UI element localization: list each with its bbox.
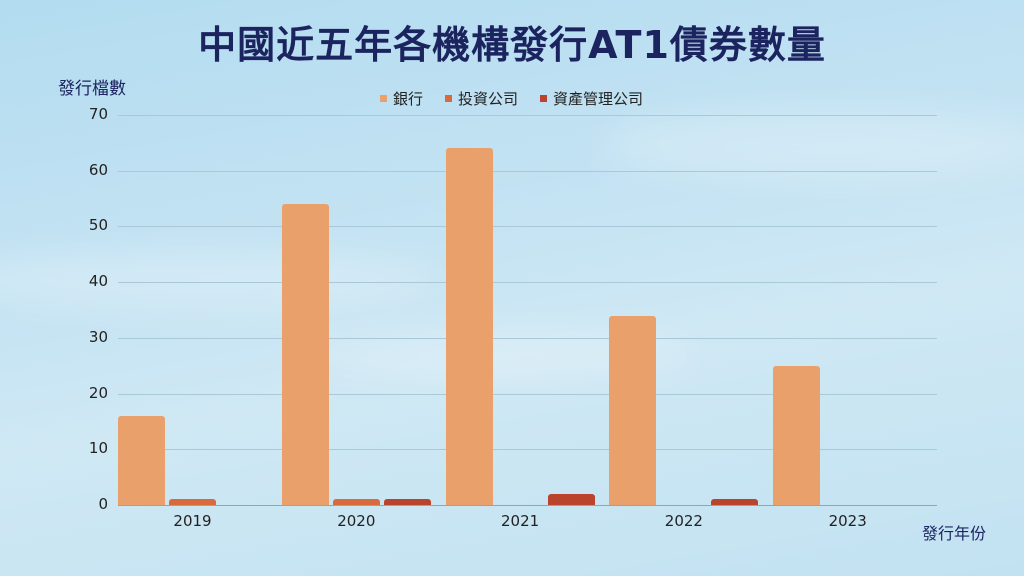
legend-label: 投資公司: [458, 90, 519, 108]
legend-item-bank: 銀行: [380, 88, 423, 109]
legend-label: 銀行: [393, 90, 424, 108]
legend-item-asset-mgmt: 資產管理公司: [540, 88, 643, 109]
legend-label: 資產管理公司: [553, 90, 644, 108]
y-tick-label: 30: [88, 327, 108, 346]
bar: [445, 148, 493, 505]
y-tick-label: 50: [88, 216, 108, 235]
x-tick-label: 2021: [501, 512, 540, 530]
legend: 銀行 投資公司 資產管理公司: [380, 88, 643, 109]
gridline: [118, 170, 937, 172]
x-tick-label: 2020: [337, 512, 376, 530]
bar: [281, 204, 329, 505]
gridline: [118, 449, 937, 451]
bar: [547, 493, 595, 505]
y-axis-label: 發行檔數: [58, 79, 126, 99]
x-tick-label: 2019: [173, 512, 212, 530]
bar: [169, 499, 216, 505]
gridline: [118, 226, 937, 228]
gridline: [118, 282, 937, 284]
bar: [332, 499, 380, 505]
y-tick-label: 40: [88, 272, 108, 291]
bar: [383, 499, 431, 505]
x-tick-label: 2022: [664, 512, 703, 530]
y-tick-label: 10: [88, 439, 108, 458]
gridline: [118, 337, 937, 339]
legend-item-investment: 投資公司: [445, 88, 518, 109]
bar: [711, 499, 759, 505]
y-tick-label: 70: [88, 105, 108, 123]
x-axis-label: 發行年份: [922, 524, 987, 543]
bar: [609, 315, 657, 505]
y-tick-label: 0: [98, 495, 108, 513]
bar: [773, 365, 821, 505]
y-tick-label: 60: [88, 160, 108, 179]
x-tick-label: 2023: [828, 512, 867, 530]
bar: [118, 415, 165, 505]
legend-swatch-icon: [380, 95, 387, 102]
x-axis-line: [118, 505, 937, 506]
legend-swatch-icon: [445, 95, 453, 102]
y-tick-label: 20: [88, 383, 108, 402]
chart-title: 中國近五年各機構發行AT1債券數量: [198, 23, 826, 67]
gridline: [118, 115, 937, 116]
plot-area: [118, 115, 937, 506]
gridline: [118, 393, 937, 395]
legend-swatch-icon: [540, 95, 548, 102]
